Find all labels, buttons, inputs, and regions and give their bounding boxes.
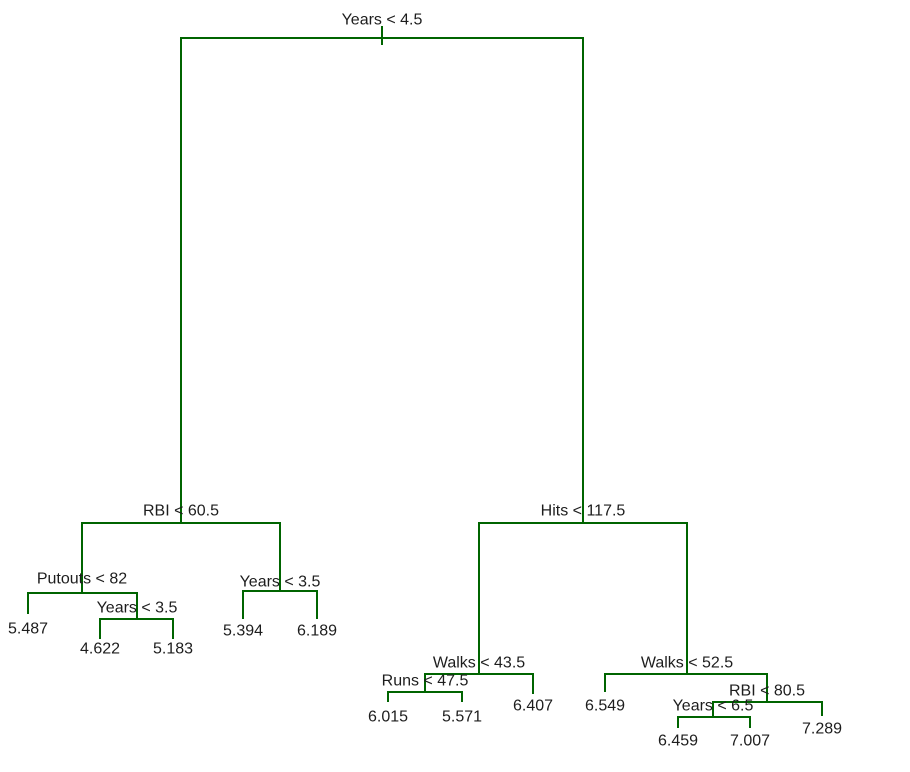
leaf-value-label: 6.407 bbox=[512, 697, 554, 715]
leaf-value-label: 7.289 bbox=[801, 720, 843, 738]
branch-edge bbox=[136, 592, 138, 620]
root-stem-edge bbox=[381, 26, 383, 45]
split-bar-edge bbox=[27, 592, 138, 594]
leaf-value-label: 6.549 bbox=[584, 697, 626, 715]
split-bar-edge bbox=[180, 37, 584, 39]
branch-edge bbox=[316, 590, 318, 619]
branch-edge bbox=[712, 701, 714, 718]
branch-edge bbox=[99, 618, 101, 639]
branch-edge bbox=[424, 673, 426, 693]
split-bar-edge bbox=[712, 701, 823, 703]
branch-edge bbox=[387, 691, 389, 702]
split-condition-label: Walks < 52.5 bbox=[640, 654, 734, 672]
split-condition-label: Runs < 47.5 bbox=[381, 672, 469, 690]
branch-edge bbox=[279, 522, 281, 592]
split-condition-label: Walks < 43.5 bbox=[432, 654, 526, 672]
leaf-value-label: 7.007 bbox=[729, 732, 771, 750]
leaf-value-label: 5.394 bbox=[222, 622, 264, 640]
leaf-value-label: 5.487 bbox=[7, 620, 49, 638]
branch-edge bbox=[478, 522, 480, 675]
branch-edge bbox=[582, 37, 584, 524]
split-condition-label: Years < 4.5 bbox=[341, 11, 423, 29]
split-bar-edge bbox=[424, 673, 534, 675]
branch-edge bbox=[242, 590, 244, 619]
split-bar-edge bbox=[387, 691, 463, 693]
branch-edge bbox=[461, 691, 463, 702]
split-bar-edge bbox=[242, 590, 318, 592]
split-condition-label: Years < 3.5 bbox=[239, 573, 321, 591]
branch-edge bbox=[172, 618, 174, 639]
split-condition-label: RBI < 80.5 bbox=[728, 682, 806, 700]
branch-edge bbox=[81, 522, 83, 594]
split-condition-label: RBI < 60.5 bbox=[142, 502, 220, 520]
split-condition-label: Hits < 117.5 bbox=[540, 502, 626, 520]
split-condition-label: Putouts < 82 bbox=[36, 570, 128, 588]
branch-edge bbox=[27, 592, 29, 614]
leaf-value-label: 5.571 bbox=[441, 708, 483, 726]
leaf-value-label: 6.189 bbox=[296, 622, 338, 640]
leaf-value-label: 4.622 bbox=[79, 640, 121, 658]
branch-edge bbox=[821, 701, 823, 716]
branch-edge bbox=[686, 522, 688, 675]
split-bar-edge bbox=[604, 673, 768, 675]
split-condition-label: Years < 6.5 bbox=[672, 697, 754, 715]
split-bar-edge bbox=[81, 522, 281, 524]
branch-edge bbox=[604, 673, 606, 692]
split-bar-edge bbox=[677, 716, 751, 718]
split-bar-edge bbox=[99, 618, 174, 620]
branch-edge bbox=[766, 673, 768, 703]
leaf-value-label: 6.459 bbox=[657, 732, 699, 750]
branch-edge bbox=[677, 716, 679, 728]
branch-edge bbox=[532, 673, 534, 694]
leaf-value-label: 6.015 bbox=[367, 708, 409, 726]
split-condition-label: Years < 3.5 bbox=[96, 599, 178, 617]
split-bar-edge bbox=[478, 522, 688, 524]
branch-edge bbox=[749, 716, 751, 728]
leaf-value-label: 5.183 bbox=[152, 640, 194, 658]
branch-edge bbox=[180, 37, 182, 524]
